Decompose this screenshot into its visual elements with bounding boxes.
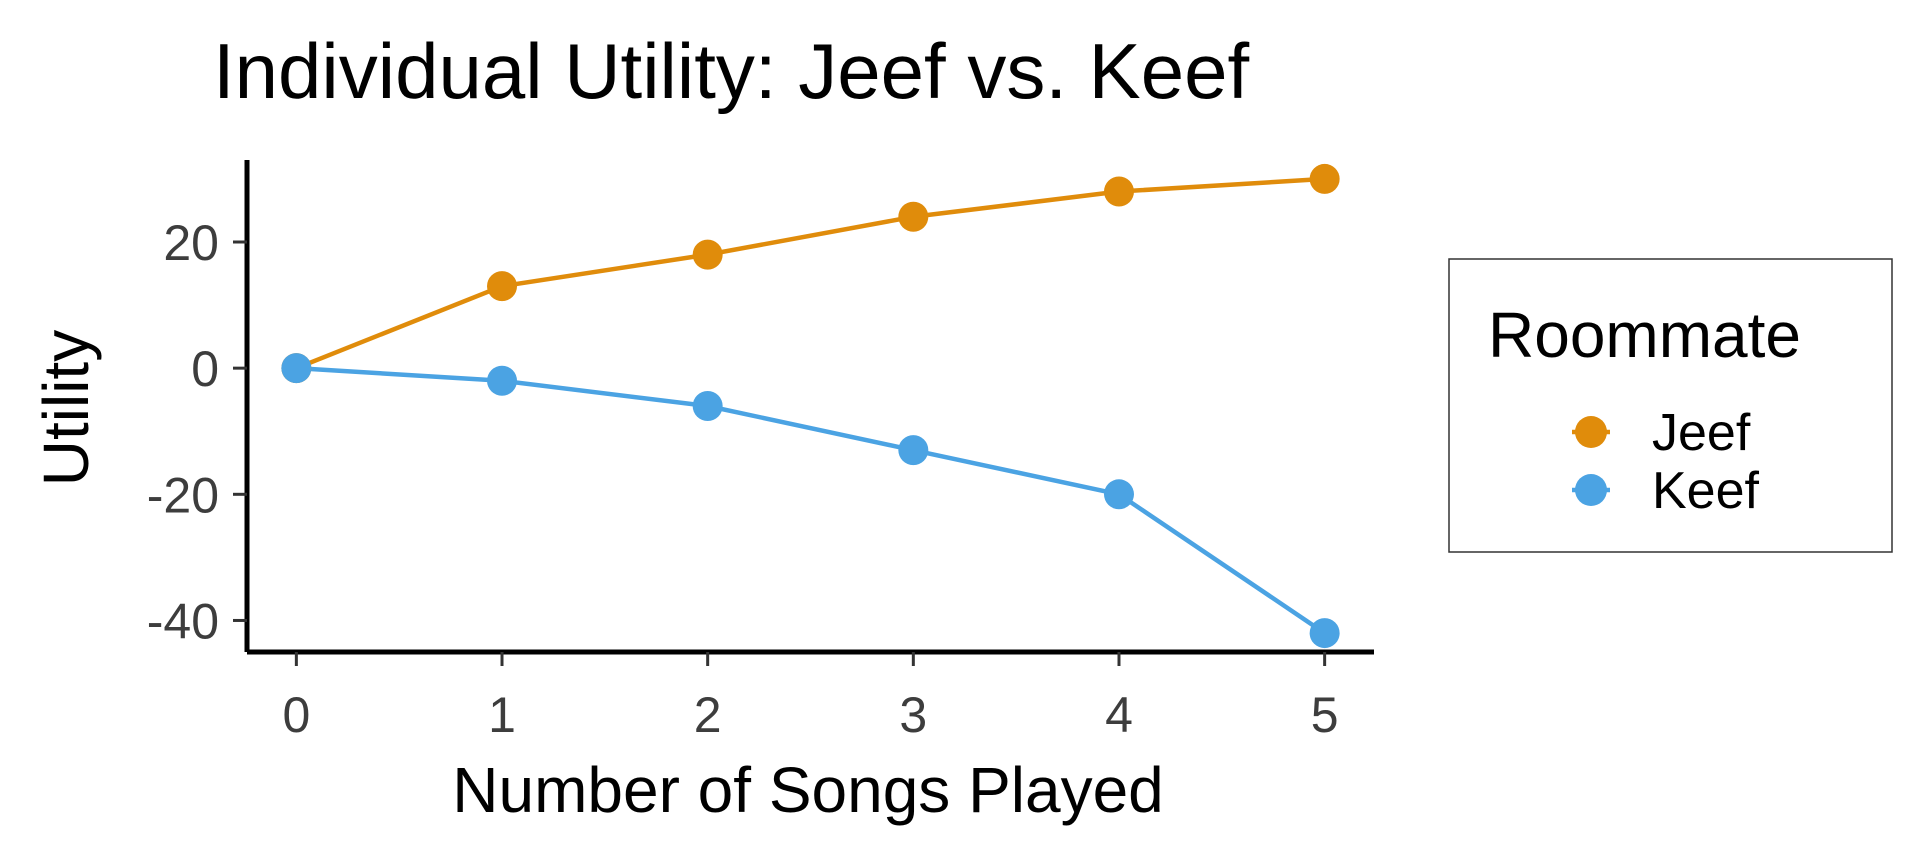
y-axis-title: Utility — [30, 330, 102, 486]
x-tick-label: 4 — [1105, 687, 1133, 743]
axes: 0 1 2 3 4 5 20 0 -20 -40 — [147, 160, 1374, 743]
x-axis-title: Number of Songs Played — [452, 754, 1164, 826]
data-point-keef — [487, 365, 518, 396]
y-tick-label: 0 — [191, 341, 219, 397]
legend-item-jeef: Jeef — [1572, 404, 1751, 462]
x-tick-label: 1 — [488, 687, 516, 743]
data-point-keef — [898, 435, 929, 466]
data-point-jeef — [1309, 163, 1340, 194]
data-point-jeef — [1103, 176, 1134, 207]
data-point-jeef — [692, 239, 723, 270]
legend-title: Roommate — [1488, 299, 1801, 371]
series-line-jeef — [295, 176, 1325, 371]
chart-title: Individual Utility: Jeef vs. Keef — [213, 27, 1249, 115]
legend-label-jeef: Jeef — [1652, 404, 1751, 462]
data-point-keef — [1309, 618, 1340, 649]
x-tick-label: 3 — [899, 687, 927, 743]
data-point-keef — [692, 391, 723, 421]
series-line-keef — [296, 365, 1326, 635]
data-point-keef — [281, 353, 312, 384]
x-tick-label: 5 — [1311, 687, 1339, 743]
x-tick-label: 0 — [282, 687, 310, 743]
legend-marker-jeef — [1575, 416, 1607, 448]
x-tick-label: 2 — [694, 687, 722, 743]
data-point-keef — [1103, 479, 1134, 510]
legend-box — [1448, 258, 1893, 553]
legend-item-keef: Keef — [1572, 462, 1760, 520]
plot-area — [281, 163, 1340, 649]
y-tick-label: -20 — [147, 467, 219, 523]
y-tick-label: -40 — [147, 593, 219, 649]
data-point-jeef — [898, 201, 929, 232]
data-point-jeef — [487, 271, 518, 302]
legend-label-keef: Keef — [1652, 462, 1760, 520]
legend-marker-keef — [1575, 474, 1607, 506]
y-tick-label: 20 — [163, 215, 219, 271]
